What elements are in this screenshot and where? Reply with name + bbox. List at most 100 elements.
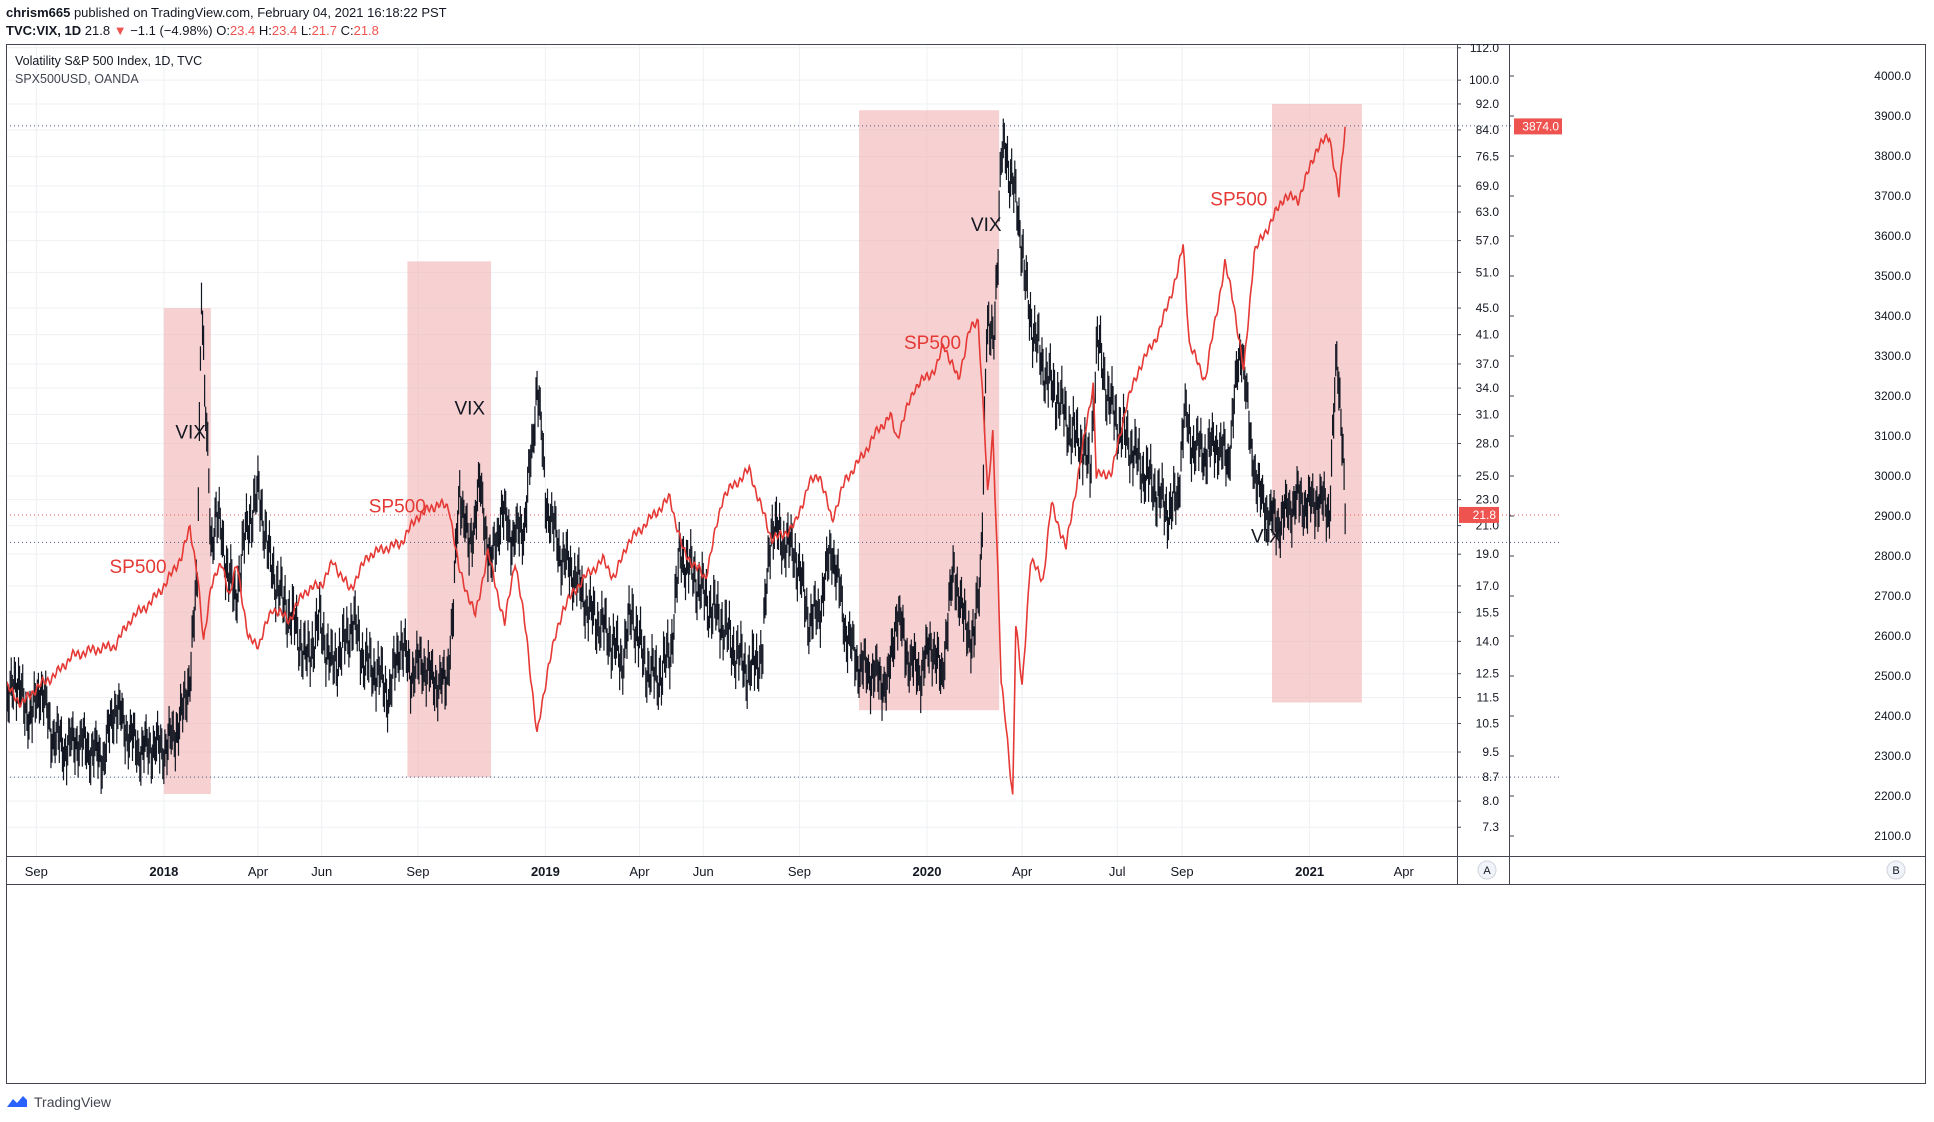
chart-header: chrism665 published on TradingView.com, …	[6, 4, 447, 40]
scale-button	[1477, 860, 1497, 880]
time-tick-label: 2020	[913, 864, 942, 879]
low-label: L:	[300, 23, 312, 38]
author-name[interactable]: chrism665	[6, 5, 71, 20]
sp500-series	[6, 126, 1346, 795]
price-badge-label: 21.8	[1473, 508, 1497, 522]
annotation-vix: VIX	[454, 398, 485, 419]
time-tick-label: 2019	[531, 864, 560, 879]
sp500-tick-label: 2400.0	[1874, 709, 1911, 723]
sp500-tick-label: 2500.0	[1874, 669, 1911, 683]
vix-tick-label: 15.5	[1476, 605, 1500, 619]
vix-tick-label: 100.0	[1469, 73, 1499, 87]
time-tick-label: Jun	[311, 864, 332, 879]
vix-tick-label: 76.5	[1476, 150, 1500, 164]
sp500-tick-label: 2600.0	[1874, 629, 1911, 643]
sp500-tick-label: 2300.0	[1874, 749, 1911, 763]
sp500-tick-label: 2700.0	[1874, 589, 1911, 603]
sp500-tick-label: 3800.0	[1874, 149, 1911, 163]
sp500-tick-label: 3900.0	[1874, 109, 1911, 123]
vix-tick-label: 37.0	[1476, 357, 1500, 371]
price-badge	[1459, 506, 1499, 523]
sp500-tick-label: 4000.0	[1874, 69, 1911, 83]
sp500-tick-label: 3400.0	[1874, 309, 1911, 323]
vix-tick-label: 31.0	[1476, 407, 1500, 421]
vix-tick-label: 41.0	[1476, 328, 1500, 342]
sp500-tick-label: 2100.0	[1874, 829, 1911, 843]
time-tick-label: Apr	[248, 864, 269, 879]
vix-tick-label: 25.0	[1476, 469, 1500, 483]
price-badge-label: 3874.0	[1522, 119, 1559, 133]
symbol-label: TVC:VIX, 1D	[6, 23, 82, 38]
open-label: O:	[216, 23, 230, 38]
scale-button	[1886, 860, 1906, 880]
open-value: 23.4	[229, 23, 256, 38]
time-tick-label: Sep	[1170, 864, 1193, 879]
legend-subtitle: SPX500USD, OANDA	[15, 72, 139, 86]
scale-button-label: A	[1483, 865, 1491, 877]
annotation-vix: VIX	[1251, 526, 1282, 547]
vix-tick-label: 51.0	[1476, 265, 1500, 279]
vix-tick-label: 19.0	[1476, 547, 1500, 561]
vix-tick-label: 45.0	[1476, 301, 1500, 315]
sp500-tick-label: 3200.0	[1874, 389, 1911, 403]
vix-tick-label: 10.5	[1476, 716, 1500, 730]
close-value: 21.8	[353, 23, 379, 38]
sp500-tick-label: 3100.0	[1874, 429, 1911, 443]
vix-tick-label: 84.0	[1476, 123, 1500, 137]
publish-info: chrism665 published on TradingView.com, …	[6, 4, 447, 22]
annotations: SP500 VIX SP500 VIX SP500 VIX SP500 VIX	[109, 189, 1282, 577]
vix-tick-label: 63.0	[1476, 205, 1500, 219]
high-value: 23.4	[271, 23, 298, 38]
annotation-sp500: SP500	[369, 496, 426, 517]
footer: TradingView	[6, 1094, 111, 1110]
time-tick-label: Jul	[1109, 864, 1126, 879]
time-tick-label: Sep	[25, 864, 48, 879]
vix-tick-label: 34.0	[1476, 381, 1500, 395]
vix-tick-label: 14.0	[1476, 634, 1500, 648]
sp500-tick-label: 3600.0	[1874, 229, 1911, 243]
grid-lines	[6, 44, 1457, 856]
sp500-tick-label: 3500.0	[1874, 269, 1911, 283]
annotation-sp500: SP500	[109, 557, 166, 578]
published-text: published on TradingView.com, February 0…	[73, 5, 447, 20]
time-tick-label: 2021	[1295, 864, 1324, 879]
vix-tick-label: 7.3	[1482, 820, 1499, 834]
sp500-tick-label: 3000.0	[1874, 469, 1911, 483]
high-label: H:	[258, 23, 272, 38]
time-tick-label: Apr	[629, 864, 650, 879]
annotation-vix: VIX	[971, 215, 1002, 236]
footer-brand[interactable]: TradingView	[34, 1094, 112, 1110]
annotation-sp500: SP500	[1210, 189, 1267, 210]
down-arrow-icon: ▼	[113, 23, 127, 38]
sp500-tick-label: 3700.0	[1874, 189, 1911, 203]
vix-tick-label: 11.5	[1477, 691, 1500, 705]
vix-tick-label: 17.0	[1476, 579, 1500, 593]
vix-tick-label: 28.0	[1476, 437, 1500, 451]
low-value: 21.7	[311, 23, 337, 38]
sp500-tick-label: 2900.0	[1874, 509, 1911, 523]
vix-tick-label: 23.0	[1476, 493, 1500, 507]
vix-tick-label: 8.7	[1482, 770, 1499, 784]
last-price: 21.8	[84, 23, 111, 38]
axes: 112.0 100.0 92.0 84.0 76.5 69.0 63.0 57.0 51.0 45…	[6, 44, 1926, 1084]
highlight-region	[1271, 103, 1362, 703]
vix-tick-label: 9.5	[1482, 745, 1499, 759]
chart-canvas[interactable]: SP500 VIX SP500 VIX SP500 VIX SP500 VIX 112.0 10…	[6, 44, 1932, 1084]
vix-tick-label: 12.5	[1476, 667, 1500, 681]
vix-tick-label: 92.0	[1476, 97, 1500, 111]
price-change: −1.1 (−4.98%)	[130, 23, 213, 38]
highlight-region	[859, 110, 1000, 711]
tradingview-logo-icon	[7, 1096, 27, 1107]
price-badge	[1514, 118, 1562, 135]
annotation-sp500: SP500	[904, 333, 961, 354]
time-tick-label: Sep	[406, 864, 429, 879]
vix-tick-label: 8.0	[1482, 794, 1499, 808]
vix-tick-label: 57.0	[1476, 234, 1500, 248]
time-tick-label: Jun	[693, 864, 714, 879]
chart-legend: Volatility S&P 500 Index, 1D, TVC SPX500…	[15, 52, 202, 88]
time-tick-label: Apr	[1394, 864, 1415, 879]
time-tick-label: 2018	[149, 864, 178, 879]
scale-button-label: B	[1892, 865, 1899, 877]
time-tick-label: Sep	[788, 864, 811, 879]
close-label: C:	[340, 23, 354, 38]
